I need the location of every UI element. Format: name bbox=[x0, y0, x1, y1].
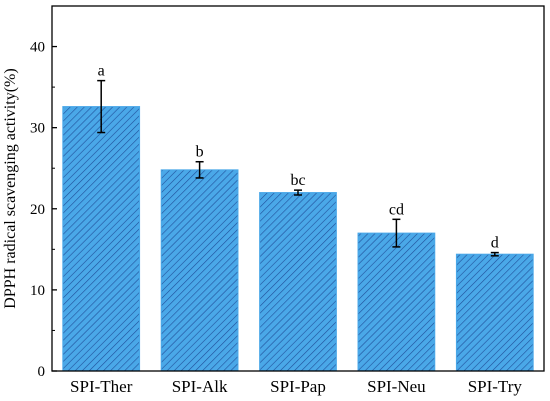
significance-label-spi-neu: cd bbox=[389, 201, 404, 218]
y-axis-title: DPPH radical scavenging activity(%) bbox=[2, 68, 19, 308]
y-tick-label-40: 40 bbox=[30, 40, 45, 56]
error-bar-spi-pap bbox=[294, 189, 302, 196]
error-bar-spi-try bbox=[490, 251, 499, 257]
error-bars-layer bbox=[97, 79, 499, 257]
error-bar-spi-alk bbox=[195, 160, 204, 179]
y-tick-label-10: 10 bbox=[30, 283, 45, 299]
bar-spi-ther bbox=[62, 106, 141, 372]
x-tick-label-spi-ther: SPI-Ther bbox=[70, 377, 133, 396]
y-tick-label-20: 20 bbox=[30, 202, 45, 218]
y-tick-label-30: 30 bbox=[30, 121, 45, 137]
error-bar-spi-neu bbox=[392, 218, 401, 248]
bar-spi-try bbox=[455, 253, 534, 372]
significance-label-spi-alk: b bbox=[196, 144, 204, 161]
bar-spi-pap bbox=[259, 192, 337, 372]
significance-label-spi-pap: bc bbox=[290, 172, 305, 189]
bars-layer bbox=[62, 106, 534, 372]
bar-spi-alk bbox=[160, 169, 239, 372]
significance-label-spi-ther: a bbox=[98, 63, 105, 80]
x-tick-label-spi-alk: SPI-Alk bbox=[172, 377, 228, 396]
bar-spi-neu bbox=[357, 232, 436, 372]
x-tick-label-spi-pap: SPI-Pap bbox=[270, 377, 326, 396]
x-tick-label-spi-try: SPI-Try bbox=[468, 377, 523, 396]
significance-label-spi-try: d bbox=[491, 235, 499, 252]
y-tick-label-0: 0 bbox=[38, 364, 46, 380]
x-tick-label-spi-neu: SPI-Neu bbox=[367, 377, 426, 396]
error-bar-spi-ther bbox=[97, 79, 106, 134]
significance-labels-layer: a b bc cd d bbox=[98, 63, 499, 252]
plot-frame bbox=[51, 5, 545, 372]
x-axis: SPI-Ther SPI-Alk SPI-Pap SPI-Neu SPI-Try bbox=[70, 377, 522, 396]
y-axis: 0 10 20 30 40 bbox=[30, 40, 57, 380]
